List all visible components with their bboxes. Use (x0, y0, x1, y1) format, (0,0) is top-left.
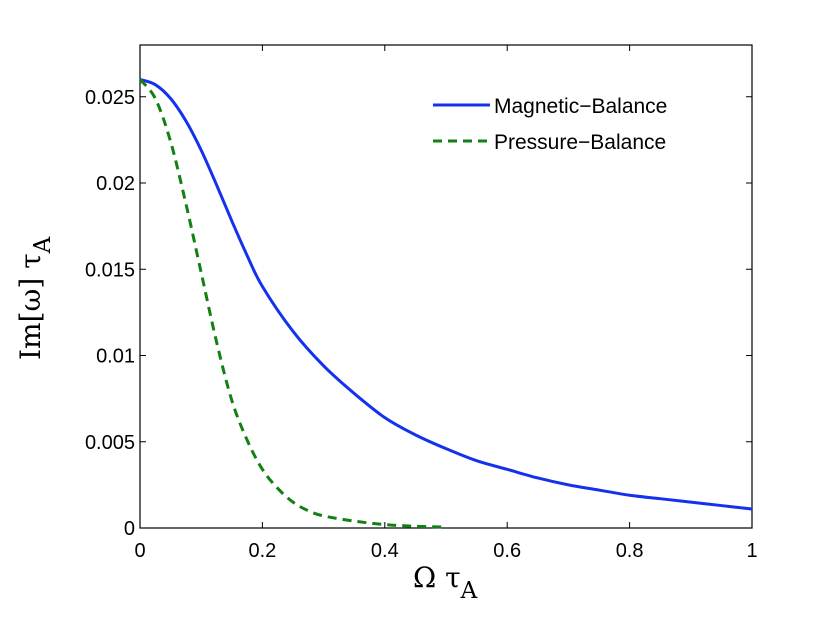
series-line-magnetic-balance (139, 78, 753, 511)
x-tick-label: 0 (134, 540, 145, 562)
tick-labels: 0 0.2 0.4 0.6 0.8 1 0 0.005 0.01 0.015 0.02 0.025 (85, 87, 758, 562)
legend-label-pressure-balance: Pressure−Balance (494, 131, 666, 154)
y-tick-label: 0.025 (85, 87, 135, 109)
y-tick-label: 0.02 (96, 173, 135, 195)
x-tick-label: 0.8 (616, 540, 644, 562)
y-axis-label-subscript: A (30, 236, 56, 254)
y-tick-label: 0.01 (96, 346, 135, 368)
x-axis-label-main: Ω τ (413, 561, 461, 594)
legend-label-magnetic-balance: Magnetic−Balance (494, 95, 667, 118)
x-tick-label: 1 (746, 540, 757, 562)
y-tick-label: 0 (124, 518, 135, 540)
x-axis-label: Ω τA (413, 561, 478, 604)
x-axis-label-subscript: A (460, 578, 478, 604)
x-tick-label: 0.4 (371, 540, 399, 562)
series-lines (138, 78, 753, 529)
x-tick-label: 0.6 (493, 540, 521, 562)
y-tick-label: 0.005 (85, 432, 135, 454)
y-tick-label: 0.015 (85, 259, 135, 281)
series-line-pressure-balance (138, 78, 447, 529)
y-axis-label: Im[ω] τA (14, 236, 56, 360)
y-axis-label-main: Im[ω] τ (14, 253, 47, 360)
tick-marks (139, 45, 753, 529)
x-tick-label: 0.2 (248, 540, 276, 562)
legend: Magnetic−Balance Pressure−Balance (433, 95, 667, 154)
